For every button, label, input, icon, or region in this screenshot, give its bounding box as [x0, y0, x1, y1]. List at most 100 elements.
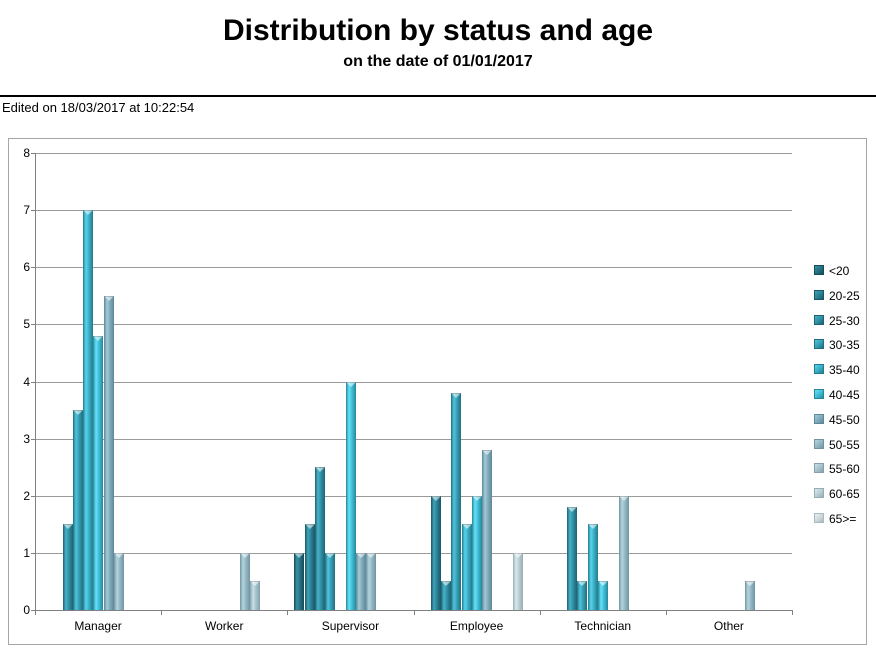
chart-subtitle: on the date of 01/01/2017: [343, 53, 533, 70]
bar-manager-35-40: [83, 210, 94, 610]
header-divider: [0, 95, 876, 97]
legend-swatch-20-25: [814, 289, 824, 300]
gridline-3: [35, 438, 792, 440]
bar-supervisor-20-25: [304, 524, 315, 610]
legend-label: 30-35: [829, 338, 860, 353]
bar-employee-45-50: [482, 450, 493, 610]
legend-item-25-30: 25-30: [814, 313, 866, 328]
bar-employee-25-30: [441, 581, 451, 610]
legend-item-50-55: 50-55: [814, 438, 866, 452]
legend-swatch-55-60: [814, 463, 824, 474]
bar-supervisor-50-55: [366, 552, 377, 610]
y-axis-label: 8: [23, 146, 30, 160]
bar-supervisor-25-30: [314, 467, 325, 610]
legend-item-20-25: 20-25: [814, 288, 866, 303]
chart-frame: 0 1 2 3 4 5 6 7 8 Manager Worker Supervisor Employee…: [8, 138, 867, 645]
legend-swatch-65>=: [814, 513, 824, 523]
y-axis-label: 7: [23, 203, 30, 218]
gridline-6: [35, 267, 792, 269]
category-label-other: Other: [713, 619, 744, 633]
legend-item-65>=: 65>=: [814, 512, 866, 526]
category-label-manager: Manager: [74, 619, 122, 633]
bar-supervisor-30-35: [325, 552, 336, 610]
y-axis-tick: [31, 552, 35, 554]
bar-employee-35-40: [461, 524, 472, 610]
legend-swatch-30-35: [814, 339, 824, 350]
y-axis-label: 3: [23, 431, 30, 446]
y-axis-tick: [31, 153, 35, 154]
x-axis-tick: [792, 610, 794, 615]
legend-label: 45-50: [829, 412, 860, 427]
y-axis-label: 4: [23, 374, 30, 389]
legend-swatch-40-45: [814, 389, 824, 399]
x-axis-tick: [539, 610, 541, 615]
bar-other-50-55: [744, 581, 755, 610]
y-axis-tick: [31, 324, 35, 326]
bar-technician-30-35: [577, 581, 588, 610]
legend-item-55-60: 55-60: [814, 462, 866, 477]
y-axis-tick: [31, 495, 35, 497]
legend-label: 40-45: [829, 388, 860, 402]
y-axis-label: 0: [23, 603, 30, 617]
legend-label: 20-25: [829, 288, 860, 303]
legend-swatch-<20: [814, 265, 824, 275]
y-axis: [35, 153, 36, 611]
gridline-7: [35, 210, 792, 212]
legend-item-45-50: 45-50: [814, 412, 866, 427]
x-axis-tick: [35, 610, 36, 615]
legend-label: 25-30: [829, 313, 860, 328]
bar-supervisor-45-50: [356, 552, 367, 610]
legend-swatch-60-65: [814, 488, 824, 499]
chart-title: Distribution by status and age: [222, 14, 654, 47]
bar-manager-45-50: [103, 295, 114, 610]
legend-swatch-25-30: [814, 314, 824, 325]
category-label-supervisor: Supervisor: [321, 619, 380, 633]
bar-employee-20-25: [430, 495, 441, 610]
bar-supervisor-40-45: [345, 381, 356, 610]
y-axis-label: 5: [23, 317, 30, 332]
gridline-5: [35, 324, 792, 326]
gridline-8: [35, 153, 792, 154]
category-label-worker: Worker: [205, 619, 244, 633]
edited-note: Edited on 18/03/2017 at 10:22:54: [2, 100, 195, 115]
bar-worker-55-60: [250, 581, 261, 610]
legend-label: 35-40: [829, 363, 860, 378]
x-axis-tick: [287, 610, 289, 615]
bar-technician-40-45: [598, 581, 609, 610]
bar-manager-30-35: [72, 410, 83, 610]
y-axis-tick: [31, 438, 35, 440]
legend-item-40-45: 40-45: [814, 388, 866, 402]
x-axis-tick: [413, 610, 415, 615]
legend-swatch-50-55: [814, 438, 824, 449]
y-axis-tick: [31, 267, 35, 269]
gridline-1: [35, 552, 792, 554]
category-label-employee: Employee: [449, 619, 504, 633]
bar-worker-50-55: [240, 552, 251, 610]
bar-technician-50-55: [618, 495, 629, 610]
bar-supervisor-<20: [294, 552, 305, 610]
x-axis-tick: [665, 610, 667, 615]
category-label-technician: Technician: [574, 619, 632, 633]
legend-swatch-35-40: [814, 364, 824, 375]
y-axis-label: 6: [23, 260, 30, 275]
plot-area: 0 1 2 3 4 5 6 7 8 Manager Worker Supervisor Employee…: [9, 139, 866, 644]
bar-employee-30-35: [451, 392, 462, 610]
legend-item-60-65: 60-65: [814, 487, 866, 502]
bar-employee-40-45: [471, 495, 482, 610]
bar-technician-35-40: [587, 524, 598, 610]
legend-label: 55-60: [829, 462, 860, 477]
gridline-2: [35, 495, 792, 497]
y-axis-label: 2: [23, 488, 30, 503]
y-axis-tick: [31, 610, 35, 611]
gridline-4: [35, 381, 792, 383]
bar-manager-40-45: [93, 335, 104, 610]
legend-label: <20: [829, 264, 850, 278]
bar-manager-25-30: [62, 524, 73, 610]
legend-label: 60-65: [829, 487, 860, 502]
x-axis-tick: [161, 610, 163, 615]
bar-technician-25-30: [567, 507, 578, 610]
legend-item-<20: <20: [814, 264, 866, 278]
y-axis-tick: [31, 210, 35, 212]
legend-item-35-40: 35-40: [814, 363, 866, 378]
